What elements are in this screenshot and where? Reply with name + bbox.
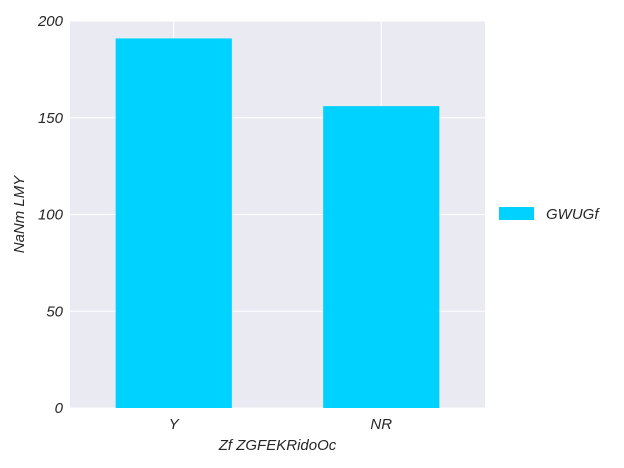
y-tick-label: 50	[46, 303, 63, 320]
x-tick-label: Y	[169, 416, 180, 433]
legend-label: GWUGf	[546, 206, 600, 223]
bars	[115, 38, 440, 408]
y-tick-label: 100	[38, 207, 64, 224]
legend: GWUGf	[499, 206, 600, 223]
y-axis-label: NaNm LMY	[11, 175, 28, 254]
x-axis-label: Zf ZGFEKRidoOc	[218, 437, 337, 454]
x-axis-ticks: Y NR	[169, 416, 393, 433]
x-tick-label: NR	[370, 416, 392, 433]
y-tick-label: 0	[55, 400, 64, 417]
legend-swatch	[499, 207, 534, 220]
y-axis-ticks: 0 50 100 150 200	[37, 13, 64, 417]
y-tick-label: 150	[38, 110, 64, 127]
bar-nr	[323, 106, 440, 408]
bar-y	[115, 38, 232, 408]
y-tick-label: 200	[37, 13, 64, 30]
